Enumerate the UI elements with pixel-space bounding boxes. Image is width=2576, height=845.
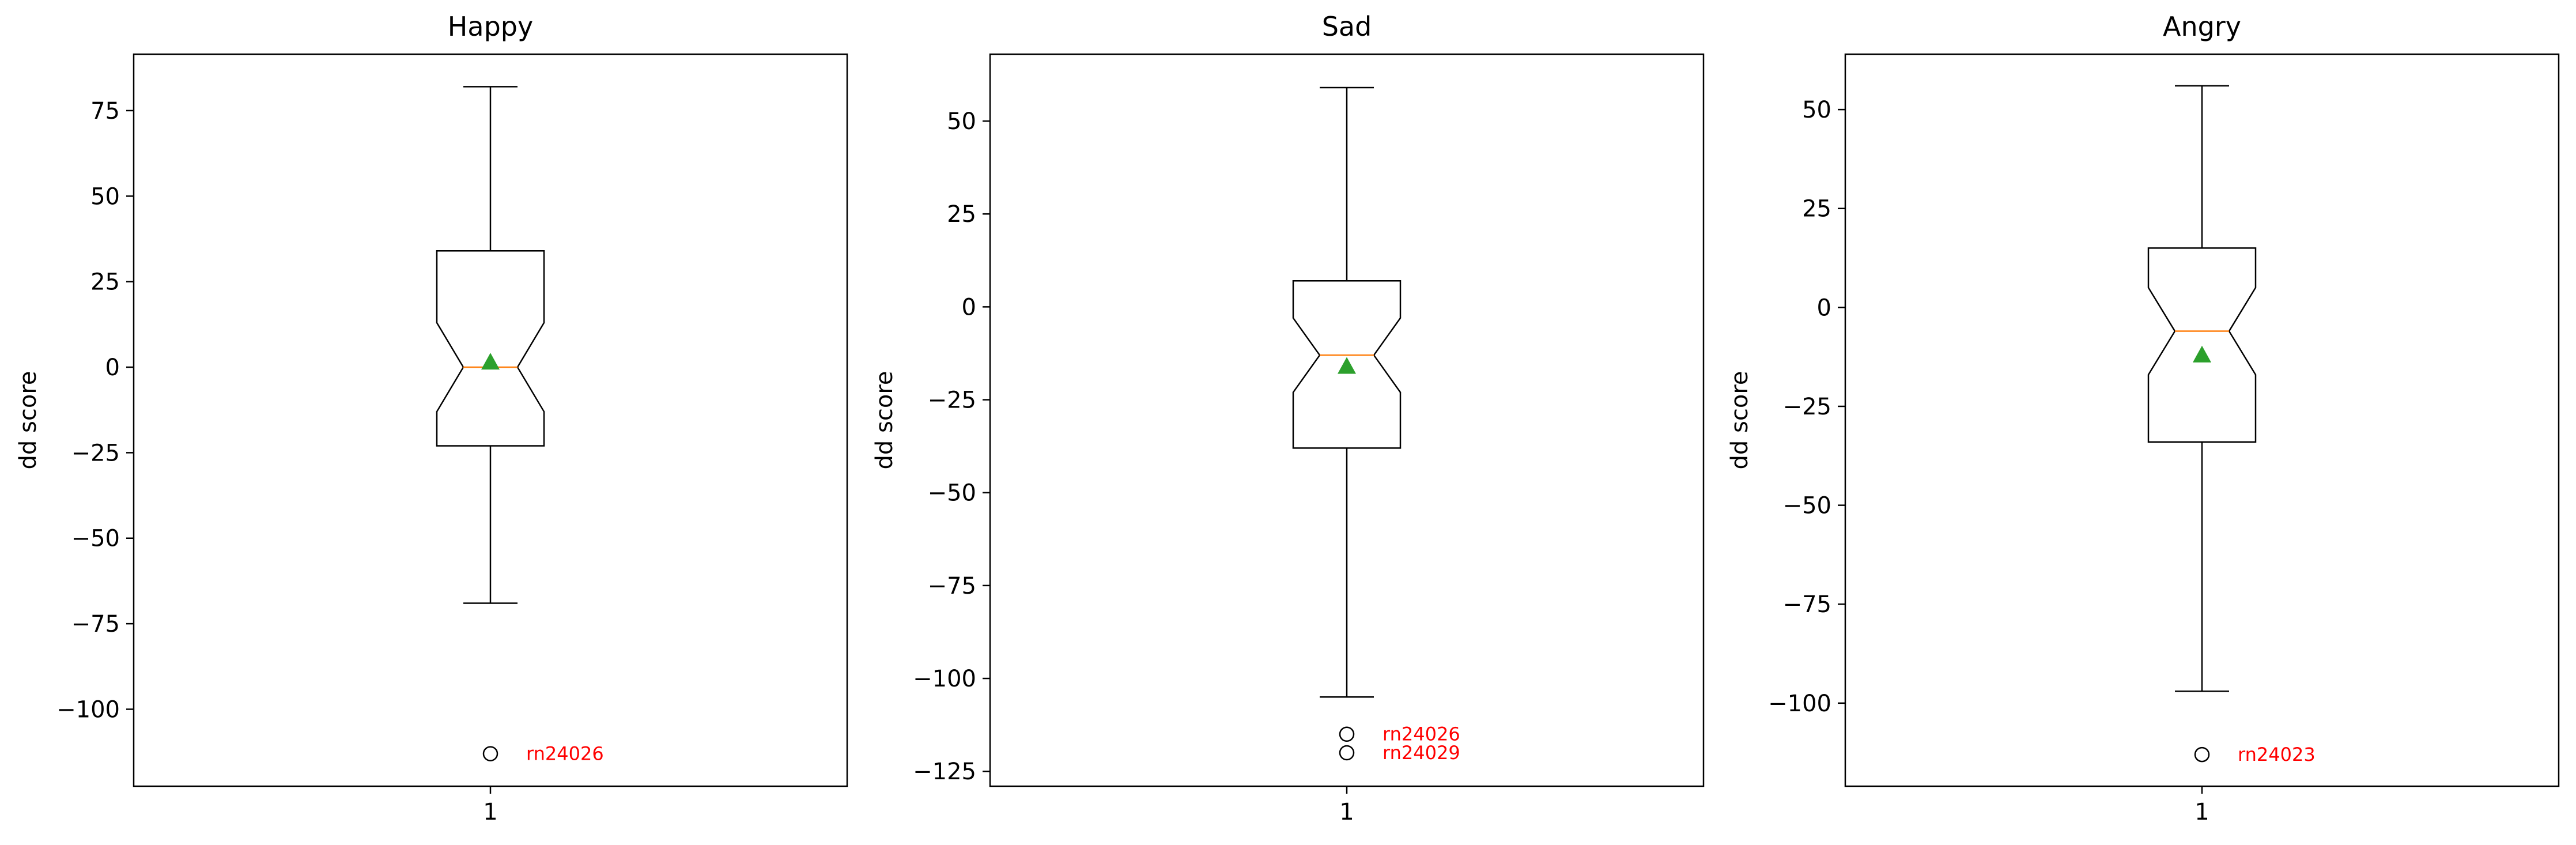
y-tick-label: −100 [1768, 691, 1831, 717]
y-tick-label: −50 [71, 526, 120, 552]
y-tick-label: −75 [928, 573, 976, 599]
notched-box [436, 250, 545, 447]
mean-marker [1338, 357, 1356, 374]
y-tick-label: 50 [1802, 97, 1831, 123]
y-tick-label: 25 [947, 201, 976, 228]
outlier-label: rn24023 [2238, 744, 2316, 765]
y-tick-label: −50 [928, 480, 976, 507]
y-tick-label: 25 [1802, 196, 1831, 222]
outlier-label: rn24026 [1383, 723, 1460, 745]
y-tick-label: −75 [71, 611, 120, 637]
chart-title: Angry [2163, 11, 2241, 42]
outlier-point [1339, 726, 1355, 742]
outlier-label: rn24029 [1383, 742, 1460, 764]
y-axis-label: dd score [1727, 371, 1753, 470]
x-tick-label: 1 [1339, 799, 1354, 825]
y-tick-label: 75 [90, 98, 120, 125]
y-tick-label: −50 [1783, 493, 1831, 519]
x-tick-label: 1 [2194, 799, 2209, 825]
y-tick-label: −25 [1783, 394, 1831, 420]
panel-happy: Happy dd score 75 50 25 0 −25 −50 −75 −100 1 rn2402… [15, 11, 848, 825]
outlier-label: rn24026 [526, 743, 604, 765]
outlier-point [1339, 745, 1355, 761]
y-tick-label: −25 [71, 440, 120, 466]
y-tick-label: 25 [90, 269, 120, 296]
y-tick-label: 0 [105, 354, 120, 381]
panel-sad: Sad dd score 50 25 0 −25 −50 −75 −100 −125 1 rn2402… [871, 11, 1705, 825]
y-tick-label: −100 [56, 696, 120, 723]
outlier-point [482, 746, 498, 761]
y-tick-label: 50 [947, 108, 976, 135]
y-axis-label: dd score [15, 371, 41, 470]
y-tick-label: 50 [90, 183, 120, 210]
y-tick-label: −75 [1783, 591, 1831, 618]
notched-box [2147, 247, 2257, 443]
y-axis-label: dd score [871, 371, 898, 470]
mean-marker [2193, 345, 2211, 363]
y-tick-label: −25 [928, 387, 976, 414]
y-tick-label: 0 [962, 294, 976, 320]
outlier-point [2194, 746, 2210, 763]
notched-box [1292, 280, 1402, 449]
y-tick-label: −100 [913, 666, 976, 692]
y-tick-label: 0 [1817, 295, 1831, 321]
chart-title: Happy [448, 11, 533, 42]
y-tick-label: −125 [913, 759, 976, 785]
x-tick-label: 1 [483, 799, 497, 825]
panel-angry: Angry dd score 50 25 0 −25 −50 −75 −100 1 rn24023 [1727, 11, 2560, 825]
chart-title: Sad [1322, 11, 1372, 42]
mean-marker [481, 353, 500, 370]
